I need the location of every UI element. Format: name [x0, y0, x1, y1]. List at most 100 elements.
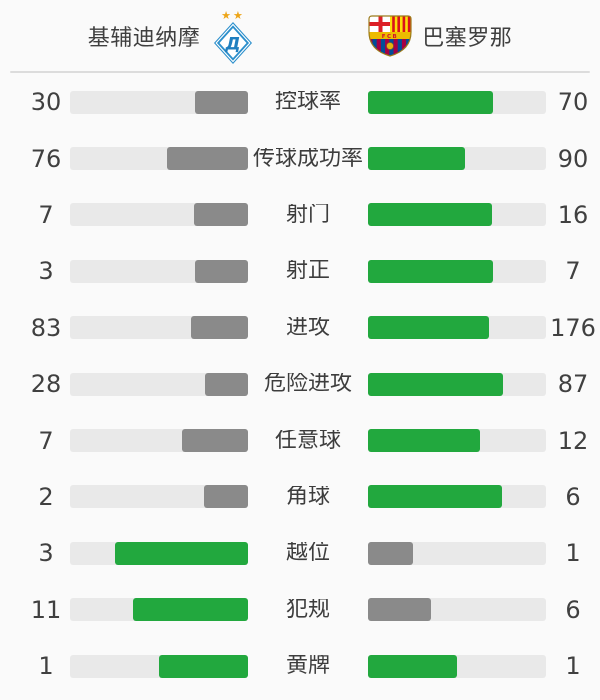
home-bar — [132, 598, 248, 622]
home-bar-track — [70, 316, 248, 340]
header: 基辅迪纳摩 ★★ Д — [0, 0, 600, 71]
home-bar-track — [70, 203, 248, 227]
away-value: 6 — [565, 595, 581, 624]
away-bar — [368, 372, 503, 396]
stat-row: 3 射正 7 — [0, 243, 600, 299]
home-value: 7 — [38, 426, 54, 455]
stat-label: 进攻 — [285, 316, 330, 339]
away-bar — [368, 541, 413, 565]
stat-row: 7 射门 16 — [0, 187, 600, 243]
home-bar-track — [70, 654, 248, 678]
away-bar-track — [368, 541, 546, 565]
stat-row: 30 控球率 70 — [0, 74, 600, 130]
home-value: 7 — [38, 200, 54, 229]
away-bar-track — [368, 372, 546, 396]
away-bar-track — [368, 316, 546, 340]
home-bar — [194, 259, 248, 283]
home-value: 11 — [30, 595, 62, 624]
away-bar — [368, 598, 431, 622]
stat-row: 76 传球成功率 90 — [0, 130, 600, 186]
svg-text:FCB: FCB — [382, 33, 399, 39]
home-value: 76 — [30, 144, 62, 173]
away-bar-track — [368, 147, 546, 171]
home-bar — [203, 485, 248, 509]
home-bar-track — [70, 485, 248, 509]
away-bar — [368, 147, 465, 171]
home-value: 30 — [30, 88, 62, 117]
home-value: 3 — [38, 539, 54, 568]
stat-label: 黄牌 — [285, 655, 330, 678]
away-value: 6 — [565, 482, 581, 511]
home-bar — [190, 316, 248, 340]
home-team-name: 基辅迪纳摩 — [87, 25, 201, 51]
svg-text:Д: Д — [225, 34, 241, 54]
home-bar-track — [70, 147, 248, 171]
stat-row: 7 任意球 12 — [0, 412, 600, 468]
away-value: 12 — [557, 426, 589, 455]
away-value: 16 — [557, 200, 589, 229]
away-bar — [368, 90, 493, 114]
stat-row: 2 角球 6 — [0, 469, 600, 525]
away-bar-track — [368, 598, 546, 622]
stats-list: 30 控球率 70 76 传球成功率 90 7 — [0, 73, 600, 694]
home-value: 28 — [30, 370, 62, 399]
away-bar-track — [368, 203, 546, 227]
away-bar — [368, 203, 492, 227]
stat-label: 任意球 — [274, 429, 341, 452]
stat-label: 犯规 — [285, 598, 330, 621]
home-bar-track — [70, 598, 248, 622]
stat-label: 射门 — [285, 203, 330, 226]
home-bar — [204, 372, 248, 396]
home-bar — [182, 429, 248, 453]
home-value: 2 — [38, 482, 54, 511]
stat-label: 角球 — [285, 485, 330, 508]
away-bar — [368, 654, 457, 678]
home-bar — [166, 147, 248, 171]
away-bar-track — [368, 90, 546, 114]
away-bar — [368, 259, 493, 283]
home-bar-track — [70, 90, 248, 114]
home-value: 3 — [38, 257, 54, 286]
home-value: 1 — [38, 652, 54, 681]
stat-row: 11 犯规 6 — [0, 582, 600, 638]
away-team-name: 巴塞罗那 — [422, 25, 513, 51]
home-bar-track — [70, 541, 248, 565]
home-bar-track — [70, 259, 248, 283]
away-value: 176 — [550, 313, 596, 342]
stat-row: 28 危险进攻 87 — [0, 356, 600, 412]
away-bar — [368, 316, 489, 340]
away-value: 90 — [557, 144, 589, 173]
stat-row: 1 黄牌 1 — [0, 638, 600, 694]
home-bar — [194, 90, 248, 114]
home-bar — [193, 203, 248, 227]
home-bar-track — [70, 372, 248, 396]
svg-text:★★: ★★ — [221, 9, 245, 22]
away-value: 87 — [557, 370, 589, 399]
home-bar-track — [70, 429, 248, 453]
fc-barcelona-crest-icon: FCB — [368, 14, 412, 57]
away-bar-track — [368, 429, 546, 453]
away-bar-track — [368, 259, 546, 283]
away-value: 1 — [565, 539, 581, 568]
away-value: 70 — [557, 88, 589, 117]
away-bar-track — [368, 654, 546, 678]
stat-label: 危险进攻 — [263, 373, 352, 396]
away-team: FCB 巴塞罗那 — [368, 14, 513, 57]
header-divider — [10, 71, 590, 73]
dynamo-kyiv-crest-icon: ★★ Д — [210, 7, 256, 65]
home-team: 基辅迪纳摩 ★★ Д — [88, 7, 257, 65]
away-value: 1 — [565, 652, 581, 681]
away-bar-track — [368, 485, 546, 509]
home-bar — [114, 541, 248, 565]
stat-row: 3 越位 1 — [0, 525, 600, 581]
home-bar — [159, 654, 248, 678]
away-value: 7 — [565, 257, 581, 286]
away-bar — [368, 485, 502, 509]
stat-label: 射正 — [285, 260, 330, 283]
stat-label: 越位 — [285, 542, 330, 565]
away-bar — [368, 429, 481, 453]
stat-label: 控球率 — [274, 91, 341, 114]
home-value: 83 — [30, 313, 62, 342]
stat-row: 83 进攻 176 — [0, 300, 600, 356]
